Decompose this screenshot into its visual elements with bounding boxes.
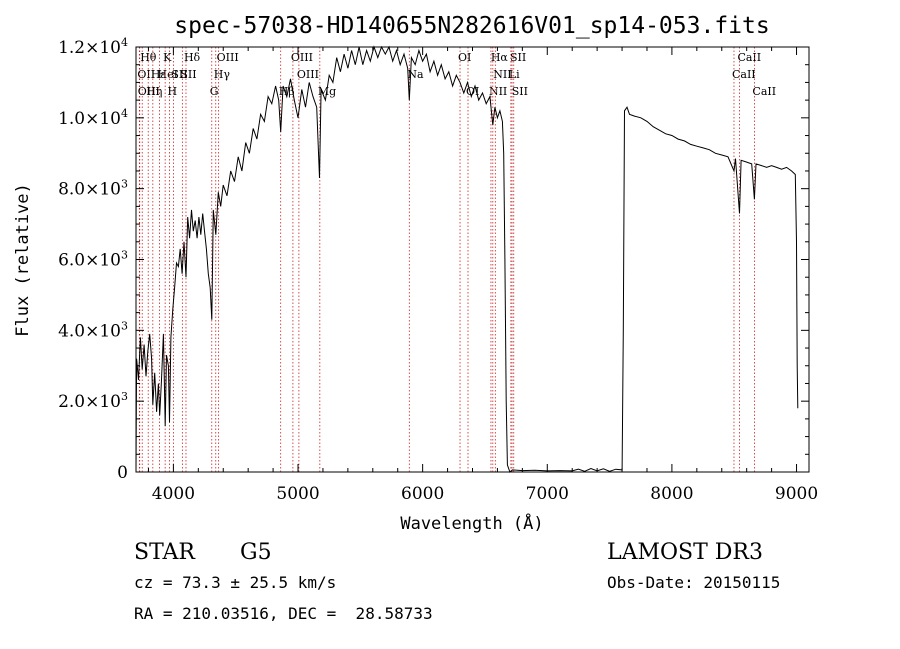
spectral-line-label: CaII — [732, 68, 756, 81]
object-class: STAR — [134, 540, 195, 565]
spectral-line-label: G — [210, 85, 219, 98]
y-tick-exponent: 3 — [121, 319, 128, 332]
spectral-line-label: CaII — [752, 85, 776, 98]
spectral-line-label: OIII — [138, 85, 160, 98]
ra-dec-coordinates: RA = 210.03516, DEC = 28.58733 — [134, 604, 433, 623]
spectral-line-label: Na — [407, 68, 424, 81]
y-axis-label: Flux (relative) — [13, 183, 33, 337]
spectral-line-label: CaII — [737, 51, 761, 64]
spectral-line-label: Hδ — [184, 51, 201, 64]
spectral-line-label: SII — [510, 51, 526, 64]
y-tick-label: 1.0×104 — [58, 107, 128, 129]
flux-series — [135, 45, 799, 473]
spectral-line-label: OIII — [297, 68, 319, 81]
redshift-cz: cz = 73.3 ± 25.5 km/s — [134, 573, 337, 592]
y-tick-mantissa: 1.2×10 — [58, 38, 121, 58]
y-tick-mantissa: 1.0×10 — [58, 109, 121, 129]
y-tick-mantissa: 2.0×10 — [58, 392, 121, 412]
y-tick-label: 1.2×104 — [58, 36, 128, 58]
spectral-line-label: Hε — [151, 68, 167, 81]
spectral-line-label: Hη — [146, 85, 162, 98]
y-tick-label: 6.0×103 — [58, 249, 128, 271]
spectral-line-label: NII — [493, 68, 511, 81]
y-tick-mantissa: 6.0×10 — [58, 251, 121, 271]
spectral-line-label: HeI — [158, 68, 178, 81]
y-tick-mantissa: 4.0×10 — [58, 321, 121, 341]
survey-name: LAMOST DR3 — [607, 540, 763, 565]
y-tick-exponent: 3 — [121, 178, 128, 191]
observation-date: Obs-Date: 20150115 — [607, 573, 781, 592]
y-tick-exponent: 4 — [121, 36, 128, 49]
x-axis-label: Wavelength (Å) — [400, 512, 543, 534]
spectral-line-label: Li — [509, 68, 520, 81]
spectral-line-label: K — [163, 51, 172, 64]
y-tick-label: 8.0×103 — [58, 178, 128, 200]
spectral-line-markers: HθOIIOIIIHηHεHeIKHSIIHδSIIGHγOIIIHβOIIIO… — [137, 47, 776, 472]
spectral-line-label: NII — [489, 85, 507, 98]
y-tick-exponent: 3 — [121, 249, 128, 262]
y-tick-exponent: 4 — [121, 107, 128, 120]
spectral-line-label: OII — [137, 68, 155, 81]
x-tick-label: 5000 — [276, 484, 319, 504]
y-tick-exponent: 3 — [121, 390, 128, 403]
spectral-line-label: SII — [180, 68, 196, 81]
spectral-line-label: OI — [458, 51, 471, 64]
x-tick-label: 4000 — [152, 484, 195, 504]
x-tick-label: 8000 — [650, 484, 693, 504]
spectral-line-label: OIII — [217, 51, 239, 64]
x-tick-label: 7000 — [526, 484, 569, 504]
spectral-line-label: Hγ — [214, 68, 231, 81]
x-tick-label: 6000 — [401, 484, 444, 504]
y-tick-label: 2.0×103 — [58, 390, 128, 412]
object-subclass: G5 — [240, 540, 272, 565]
axis-ticks: 4000 5000 6000 7000 8000 900002.0×1034.0×1036… — [58, 36, 818, 504]
flux-line — [135, 45, 799, 473]
chart-title: spec-57038-HD140655N282616V01_sp14-053.f… — [174, 13, 769, 39]
spectral-line-label: OIII — [291, 51, 313, 64]
x-tick-label: 9000 — [775, 484, 818, 504]
y-tick-label: 4.0×103 — [58, 319, 128, 341]
y-tick-mantissa: 8.0×10 — [58, 180, 121, 200]
spectral-line-label: H — [168, 85, 178, 98]
plot-frame — [135, 46, 810, 473]
y-tick-label: 0 — [117, 463, 128, 483]
spectral-line-label: SII — [512, 85, 528, 98]
spectral-line-label: SII — [171, 68, 187, 81]
spectral-line-label: Hα — [491, 51, 509, 64]
